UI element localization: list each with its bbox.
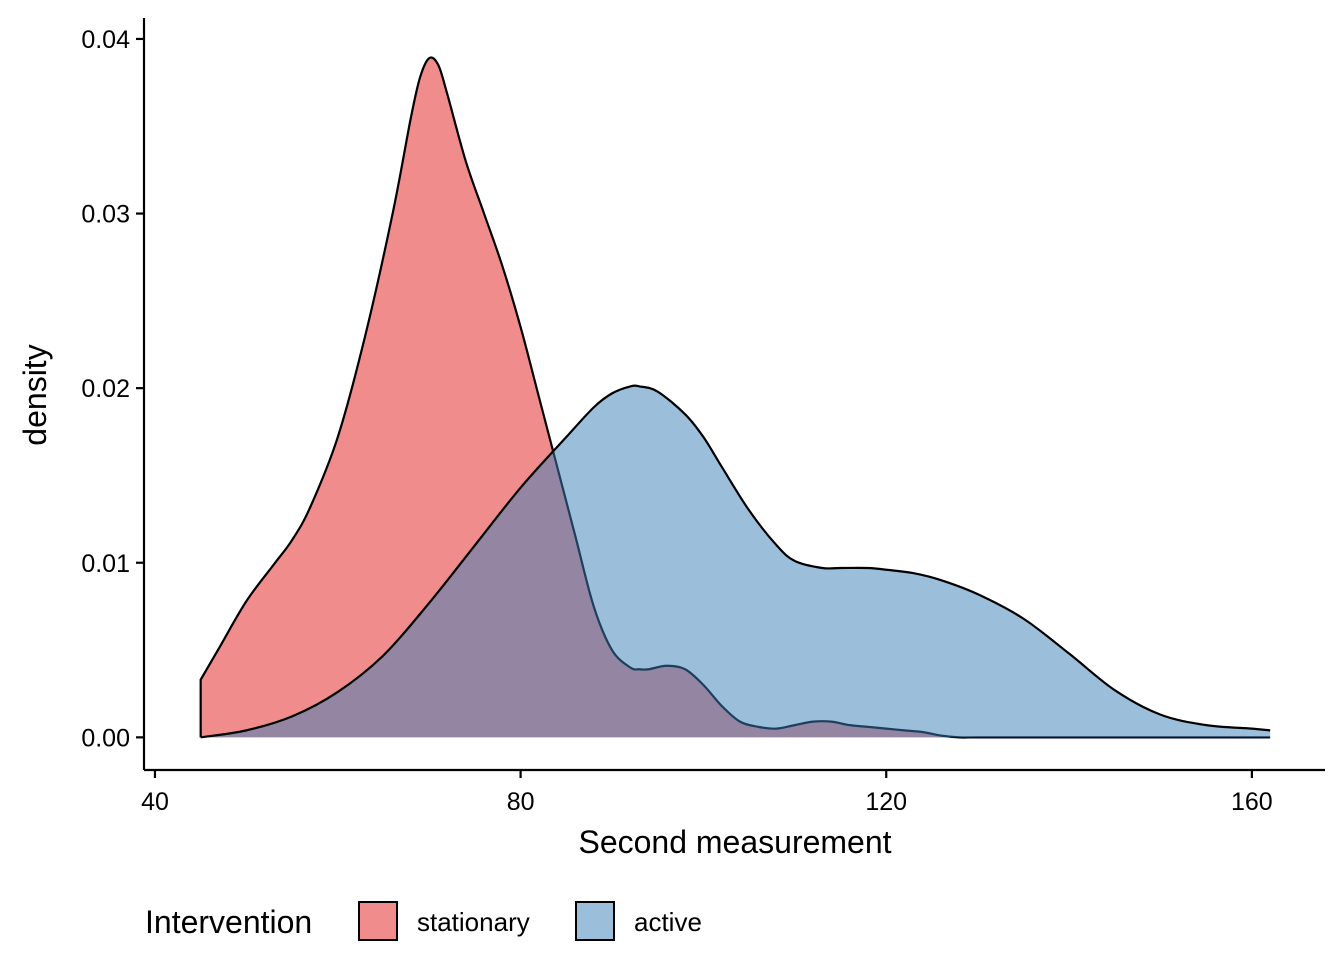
y-axis-ticks: 0.00 0.01 0.02 0.03 0.04 — [81, 26, 144, 752]
legend: Intervention stationary active — [145, 901, 702, 941]
y-tick-label: 0.03 — [81, 201, 130, 229]
density-areas — [199, 56, 1271, 739]
x-tick-label: 160 — [1231, 788, 1273, 816]
y-tick-label: 0.04 — [81, 26, 130, 54]
legend-key-stationary — [358, 901, 398, 941]
legend-title: Intervention — [145, 904, 312, 940]
x-axis-title: Second measurement — [578, 824, 891, 860]
density-area-active — [200, 385, 1271, 738]
density-line-active — [200, 384, 1271, 739]
x-axis-ticks: 40 80 120 160 — [141, 770, 1273, 816]
y-tick-label: 0.02 — [81, 375, 130, 403]
y-axis-title: density — [17, 344, 53, 445]
x-tick-label: 120 — [865, 788, 907, 816]
legend-label-active: active — [634, 907, 702, 937]
y-tick-label: 0.01 — [81, 550, 130, 578]
legend-label-stationary: stationary — [417, 907, 530, 937]
y-tick-label: 0.00 — [81, 724, 130, 752]
axes: 0.00 0.01 0.02 0.03 0.04 40 80 120 160 — [81, 18, 1325, 816]
legend-key-active — [575, 901, 615, 941]
x-tick-label: 80 — [507, 788, 535, 816]
x-tick-label: 40 — [141, 788, 169, 816]
